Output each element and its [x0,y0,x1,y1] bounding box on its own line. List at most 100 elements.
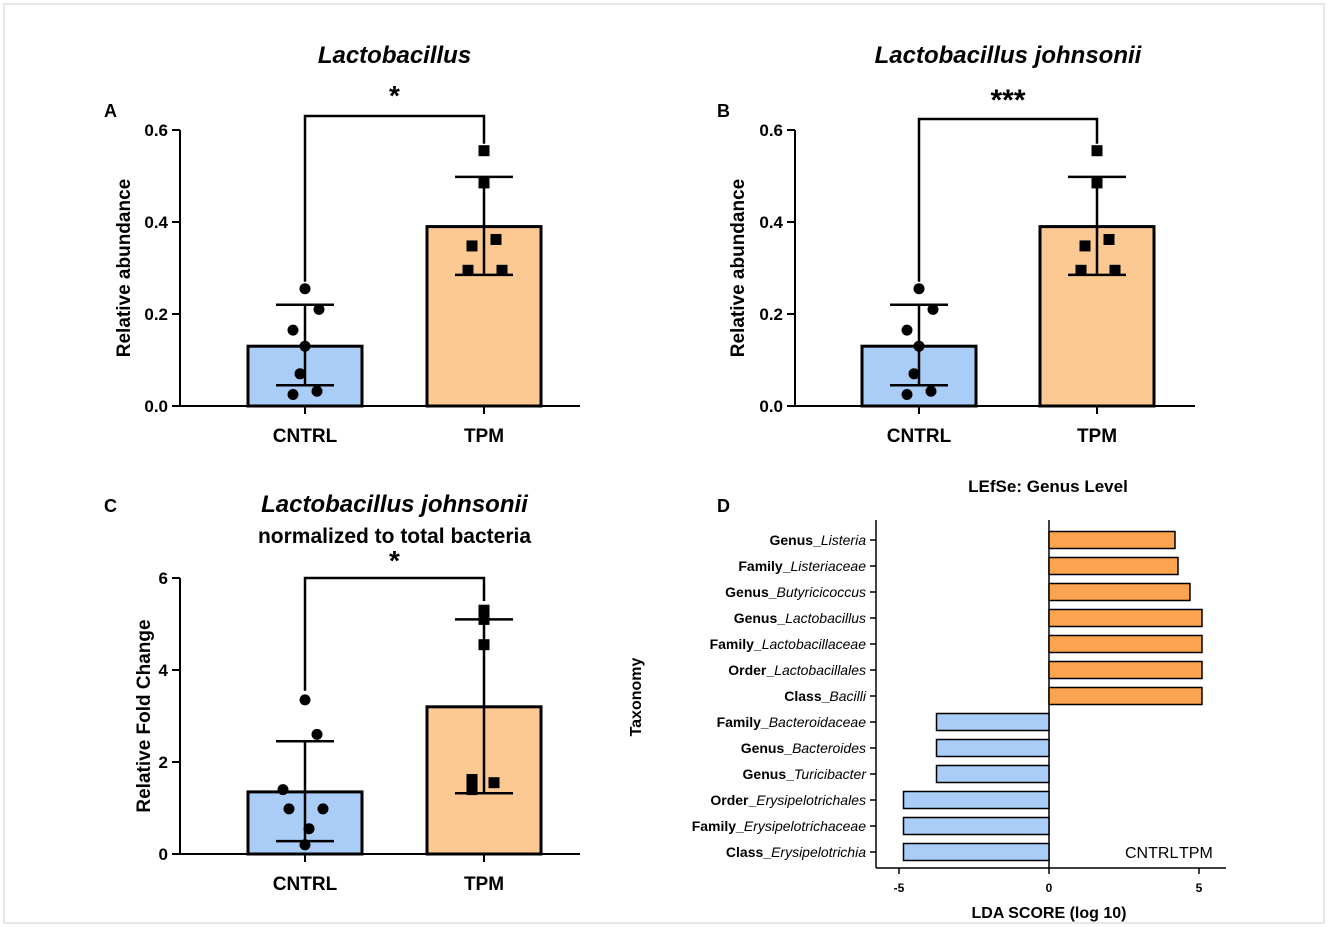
data-point-square [490,233,502,245]
data-point-square [1075,264,1087,276]
x-tick-label: CNTRL [887,426,952,447]
y-tick-label: 0 [159,845,168,864]
data-point-circle [294,368,306,380]
taxon-name: Butyricicoccus [777,584,866,600]
y-tick-label: 6 [159,569,168,588]
panel-A: A Lactobacillus Relative abundance 0.0 0.2 0.… [104,42,580,447]
chart-title: LEfSe: Genus Level [968,477,1128,496]
lefse-bar-cntrl [902,842,1050,862]
panel-label: C [104,496,117,516]
x-tick-label: TPM [464,874,504,895]
taxon-name: Lactobacillales [774,662,866,678]
taxon-label: Family_Lactobacillaceae [710,636,867,652]
data-point-circle [913,340,925,352]
y-tick-label: 0.2 [759,305,783,324]
lefse-bar-cntrl [935,712,1050,732]
taxon-label: Order_Erysipelotrichales [710,792,866,808]
data-point-circle [299,694,311,706]
x-tick-label: -5 [894,881,905,895]
data-point-circle [908,368,920,380]
lefse-bar-tpm [1048,556,1179,576]
y-tick-label: 0.6 [144,121,168,140]
data-point-circle [927,303,939,315]
y-axis-label: Taxonomy [628,657,645,736]
y-axis-label: Relative Fold Change [134,619,155,812]
taxon-rank: Family_ [710,636,762,652]
taxon-rank: Order_ [728,662,774,678]
y-tick-label: 0.2 [144,305,168,324]
taxon-label: Genus_Turicibacter [743,766,868,782]
taxon-label: Genus_Butyricicoccus [725,584,866,600]
lefse-bar-cntrl [902,790,1050,810]
data-point-circle [287,389,299,400]
data-point-circle [287,324,299,336]
lefse-bar-tpm [1048,686,1203,706]
taxon-label: Genus_Listeria [770,532,867,548]
x-tick-label: 0 [1046,881,1053,895]
data-point-square [496,264,508,276]
taxon-rank: Genus_ [734,610,786,626]
data-point-square [478,639,490,651]
taxon-name: Bacteroides [792,740,866,756]
taxon-name: Lactobacillus [785,610,866,626]
data-point-circle [317,803,329,815]
data-point-square [462,264,474,276]
y-tick-label: 0.0 [144,397,168,416]
data-point-square [488,777,500,789]
y-tick-label: 2 [159,753,168,772]
data-point-circle [313,303,325,315]
data-point-square [1109,264,1121,276]
taxon-rank: Class_ [784,688,829,704]
y-axis-label: Relative abundance [728,179,749,357]
data-point-circle [311,728,323,740]
significance-marker: * [389,80,400,111]
lefse-bar-tpm [1048,660,1203,680]
significance-marker: * [389,545,400,576]
taxon-name: Bacteroidaceae [769,714,867,730]
panel-B: B Lactobacillus johnsonii Relative abundan… [717,42,1195,447]
taxon-label: Family_Erysipelotrichaceae [692,818,867,834]
taxon-name: Listeria [821,532,866,548]
taxon-name: Erysipelotrichia [771,844,866,860]
data-point-circle [913,283,925,295]
data-point-square [1091,177,1103,189]
x-axis-label: LDA SCORE (log 10) [972,905,1127,922]
taxon-rank: Family_ [717,714,769,730]
x-tick-label: TPM [464,426,504,447]
legend-cntrl: CNTRL [1125,845,1178,862]
taxon-rank: Family_ [738,558,790,574]
significance-bracket [917,117,1099,282]
taxon-label: Class_Erysipelotrichia [726,844,866,860]
chart-title: Lactobacillus johnsonii [261,491,529,518]
taxon-label: Order_Lactobacillales [728,662,866,678]
data-point-square [478,177,490,189]
significance-bracket [303,576,486,691]
data-point-circle [901,389,913,400]
panel-C: C Lactobacillus johnsonii normalized to to… [104,491,580,895]
data-point-circle [311,385,323,397]
y-tick-label: 0.4 [759,213,783,232]
x-tick-label: 5 [1196,881,1203,895]
lefse-bar-tpm [1048,634,1203,654]
data-point-square [478,145,490,157]
data-point-circle [925,385,937,397]
taxon-rank: Genus_ [770,532,822,548]
taxon-rank: Family_ [692,818,744,834]
x-tick-label: CNTRL [273,874,338,895]
taxon-rank: Genus_ [725,584,777,600]
x-tick-label: CNTRL [273,426,338,447]
data-point-square [1103,233,1115,245]
chart-title: Lactobacillus [318,42,471,69]
y-tick-label: 0.4 [144,213,168,232]
data-point-circle [283,803,295,815]
data-point-circle [299,839,311,851]
chart-subtitle: normalized to total bacteria [258,525,531,548]
panel-label: B [717,101,730,121]
taxon-label: Genus_Lactobacillus [734,610,866,626]
taxon-rank: Class_ [726,844,771,860]
taxon-name: Bacilli [829,688,866,704]
data-point-square [466,773,478,785]
taxon-name: Listeriaceae [791,558,867,574]
